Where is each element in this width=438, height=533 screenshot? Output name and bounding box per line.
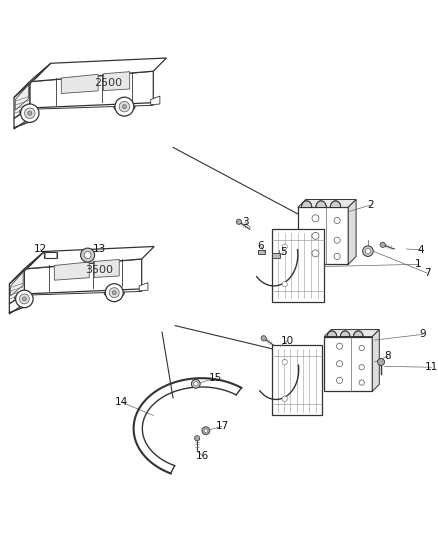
Circle shape xyxy=(378,359,385,366)
Circle shape xyxy=(109,288,119,297)
Text: 16: 16 xyxy=(196,451,209,461)
Circle shape xyxy=(19,294,29,304)
Circle shape xyxy=(261,336,266,341)
Circle shape xyxy=(365,248,371,254)
Circle shape xyxy=(194,435,200,441)
Circle shape xyxy=(282,396,287,401)
Polygon shape xyxy=(94,260,119,278)
Text: 3: 3 xyxy=(242,217,249,227)
Circle shape xyxy=(334,217,340,223)
Polygon shape xyxy=(25,246,154,269)
Polygon shape xyxy=(9,252,44,284)
Polygon shape xyxy=(139,282,148,291)
Polygon shape xyxy=(324,329,379,336)
Polygon shape xyxy=(298,199,356,207)
Circle shape xyxy=(282,244,287,249)
Polygon shape xyxy=(258,251,265,254)
Circle shape xyxy=(359,380,364,385)
Polygon shape xyxy=(316,201,326,207)
Circle shape xyxy=(122,104,127,109)
Polygon shape xyxy=(14,63,51,98)
Polygon shape xyxy=(9,269,25,304)
Text: 12: 12 xyxy=(34,244,47,254)
Circle shape xyxy=(21,104,39,123)
Circle shape xyxy=(363,246,373,256)
Polygon shape xyxy=(25,259,142,294)
Circle shape xyxy=(336,361,343,367)
Polygon shape xyxy=(372,329,379,391)
Polygon shape xyxy=(272,253,280,258)
Polygon shape xyxy=(272,345,322,415)
Circle shape xyxy=(84,252,91,259)
Polygon shape xyxy=(327,331,337,336)
Polygon shape xyxy=(54,262,89,280)
Circle shape xyxy=(28,111,32,115)
Circle shape xyxy=(282,359,287,365)
Polygon shape xyxy=(353,331,363,336)
Circle shape xyxy=(312,250,319,257)
Polygon shape xyxy=(30,58,166,82)
Circle shape xyxy=(22,297,26,301)
Circle shape xyxy=(336,377,343,383)
Text: 7: 7 xyxy=(424,268,431,278)
Polygon shape xyxy=(14,82,30,118)
Text: 8: 8 xyxy=(384,351,391,361)
Text: 15: 15 xyxy=(209,373,222,383)
Circle shape xyxy=(16,290,33,308)
Text: 2: 2 xyxy=(367,200,374,210)
Circle shape xyxy=(25,108,35,118)
Circle shape xyxy=(191,379,200,388)
Text: 14: 14 xyxy=(115,397,128,407)
Circle shape xyxy=(380,242,385,247)
Circle shape xyxy=(202,427,210,435)
Circle shape xyxy=(115,97,134,116)
Text: 2500: 2500 xyxy=(95,78,123,88)
FancyBboxPatch shape xyxy=(275,373,304,381)
Circle shape xyxy=(112,290,116,295)
Circle shape xyxy=(119,101,130,112)
Circle shape xyxy=(204,429,208,432)
Circle shape xyxy=(359,345,364,351)
Polygon shape xyxy=(14,108,30,129)
Polygon shape xyxy=(151,96,160,105)
Circle shape xyxy=(194,382,198,386)
Polygon shape xyxy=(272,229,324,302)
Polygon shape xyxy=(15,85,28,110)
Polygon shape xyxy=(44,253,57,258)
Text: 13: 13 xyxy=(93,244,106,254)
Circle shape xyxy=(334,253,340,260)
Circle shape xyxy=(359,365,364,370)
Circle shape xyxy=(19,110,24,114)
Polygon shape xyxy=(9,294,25,314)
Circle shape xyxy=(336,343,343,349)
Polygon shape xyxy=(301,201,312,207)
Text: 10: 10 xyxy=(280,336,293,346)
Text: 17: 17 xyxy=(215,422,229,431)
Polygon shape xyxy=(348,199,356,264)
Polygon shape xyxy=(324,336,372,391)
Polygon shape xyxy=(298,207,348,264)
Polygon shape xyxy=(340,331,350,336)
Circle shape xyxy=(282,281,287,287)
Circle shape xyxy=(312,232,319,239)
Text: 4: 4 xyxy=(417,245,424,255)
Polygon shape xyxy=(30,71,153,108)
Text: 1: 1 xyxy=(415,260,422,269)
Text: 3500: 3500 xyxy=(85,265,113,275)
Circle shape xyxy=(236,219,241,224)
Polygon shape xyxy=(330,201,341,207)
Text: 6: 6 xyxy=(257,241,264,251)
Circle shape xyxy=(105,284,123,302)
Polygon shape xyxy=(61,74,98,93)
Circle shape xyxy=(14,296,18,300)
Text: 5: 5 xyxy=(280,247,287,257)
Circle shape xyxy=(81,248,95,262)
Polygon shape xyxy=(103,71,130,91)
Circle shape xyxy=(334,237,340,243)
Text: 9: 9 xyxy=(419,329,426,340)
Circle shape xyxy=(312,215,319,222)
Text: 11: 11 xyxy=(425,362,438,372)
Polygon shape xyxy=(11,272,23,296)
